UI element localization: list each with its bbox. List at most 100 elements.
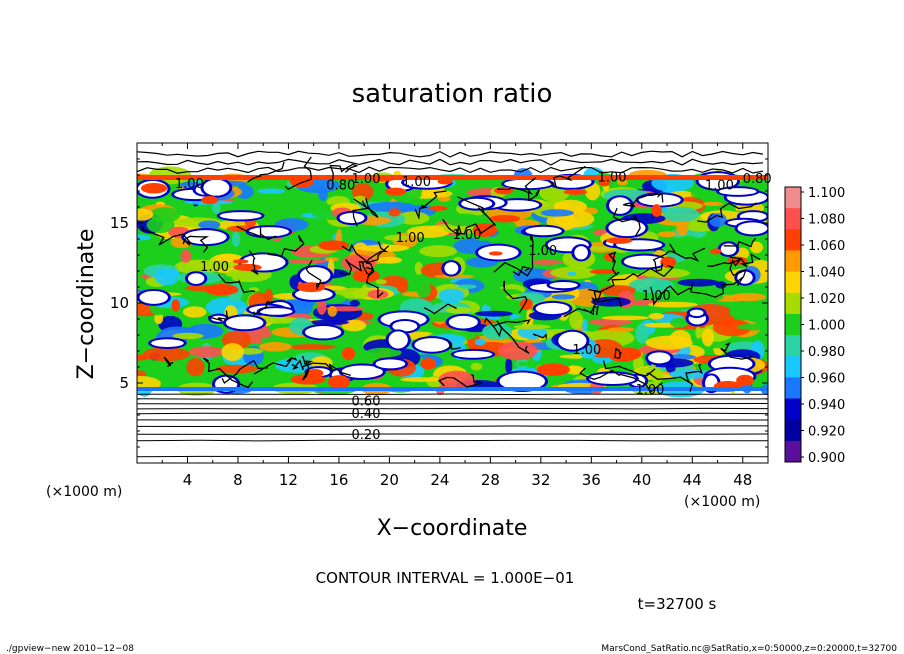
field-cell bbox=[221, 343, 244, 362]
field-cell bbox=[712, 319, 752, 337]
contour-line-mid bbox=[247, 161, 285, 183]
field-cell-white bbox=[638, 194, 681, 206]
contour-line-mid bbox=[583, 305, 599, 316]
field-cell bbox=[154, 312, 164, 325]
field-cell bbox=[137, 234, 152, 241]
field-cell-white bbox=[203, 179, 230, 196]
field-cell-white bbox=[375, 359, 406, 369]
contour-label: 1.00 bbox=[402, 175, 431, 190]
field-cell-high bbox=[589, 269, 618, 275]
contour-line-lower bbox=[137, 412, 768, 415]
field-cell-white bbox=[525, 226, 562, 236]
field-cell bbox=[349, 299, 360, 307]
time-label: t=32700 s bbox=[638, 595, 717, 613]
colorbar-label: 1.080 bbox=[808, 213, 845, 228]
field-cell bbox=[309, 319, 350, 326]
contour-line-mid bbox=[707, 253, 761, 268]
field-cell bbox=[146, 217, 175, 233]
field-cell bbox=[359, 244, 410, 252]
y-axis-ticks: 5 10 15 bbox=[110, 158, 768, 448]
colorbar-swatch bbox=[785, 187, 801, 209]
field-cell-white bbox=[461, 198, 493, 209]
contour-line-mid bbox=[443, 338, 461, 350]
field-cell-high bbox=[233, 263, 262, 271]
field-cell bbox=[187, 260, 237, 270]
contour-line-lower bbox=[137, 455, 768, 458]
plot-area: 1.00 0.801.00 1.00 1.001.00 0.801.00 1.001.00… bbox=[110, 142, 772, 489]
field-cell-white bbox=[648, 352, 671, 364]
contour-line-mid bbox=[248, 250, 259, 275]
contour-line-mid bbox=[632, 215, 641, 237]
x-tick-label: 16 bbox=[329, 471, 348, 489]
contour-line-mid bbox=[723, 237, 757, 248]
field-cell bbox=[172, 332, 204, 340]
contour-line-mid bbox=[483, 317, 530, 354]
contour-label: 1.00 bbox=[352, 172, 381, 187]
colorbar-label: 1.100 bbox=[808, 186, 845, 201]
field-top-edge bbox=[137, 175, 768, 180]
field-cell-high bbox=[204, 284, 239, 296]
contour-line-mid bbox=[414, 190, 447, 221]
colorbar-label: 1.040 bbox=[808, 266, 845, 281]
footer-left: ./gpview−new 2010−12−08 bbox=[6, 644, 134, 654]
field-cell bbox=[616, 178, 628, 186]
contour-line-mid bbox=[652, 243, 676, 273]
contour-line-mid bbox=[438, 374, 483, 388]
field-cell-white bbox=[448, 315, 478, 329]
field-cell-white bbox=[719, 188, 757, 195]
field-cell-white bbox=[499, 372, 546, 390]
contour-line-mid bbox=[341, 241, 389, 263]
field-cell-high bbox=[660, 256, 677, 268]
field-cell bbox=[648, 312, 664, 320]
contour-line-lower bbox=[137, 393, 768, 396]
colorbar-label: 1.020 bbox=[808, 292, 845, 307]
field-cell bbox=[310, 356, 333, 370]
field-cell bbox=[261, 337, 271, 344]
colorbar-swatch bbox=[785, 440, 801, 463]
contour-line-mid bbox=[182, 235, 210, 253]
field-cell bbox=[506, 260, 534, 265]
field-cell-high bbox=[489, 214, 521, 223]
contour-line-mid bbox=[720, 342, 754, 360]
field-cell bbox=[475, 310, 513, 317]
colorbar-swatch bbox=[785, 356, 801, 378]
field-cell bbox=[198, 220, 221, 230]
field-cell bbox=[709, 213, 727, 228]
colorbar-swatch bbox=[785, 271, 801, 294]
contour-line-mid bbox=[588, 264, 674, 293]
field-cell-high bbox=[736, 374, 754, 386]
contour-line-mid bbox=[527, 189, 540, 202]
contour-line-mid bbox=[202, 357, 254, 389]
field-cell-white bbox=[689, 309, 704, 317]
contour-label: 1.00 bbox=[200, 260, 229, 275]
contour-label: 1.00 bbox=[598, 170, 627, 185]
field-cell-white bbox=[558, 331, 587, 350]
field-cell-white bbox=[453, 350, 493, 358]
contour-line-mid bbox=[284, 156, 313, 190]
field-cell bbox=[142, 347, 191, 362]
contour-line-lower bbox=[137, 425, 768, 428]
field-bottom-edge bbox=[137, 387, 768, 391]
field-cell bbox=[670, 317, 689, 328]
field-cell bbox=[601, 315, 650, 321]
field-cell bbox=[438, 288, 465, 304]
contour-line-lower bbox=[137, 439, 768, 442]
contour-line-mid bbox=[607, 251, 620, 282]
contour-label: 1.00 bbox=[175, 177, 204, 192]
field-cell bbox=[137, 208, 154, 221]
x-tick-label: 44 bbox=[683, 471, 702, 489]
contour-label: 0.40 bbox=[352, 407, 381, 422]
field-cell bbox=[517, 361, 529, 367]
contour-interval: CONTOUR INTERVAL = 1.000E−01 bbox=[316, 569, 575, 587]
contour-line-mid bbox=[361, 261, 384, 299]
x-tick-label: 40 bbox=[632, 471, 651, 489]
field-cell bbox=[669, 329, 692, 347]
field-cell-white bbox=[219, 212, 262, 220]
contour-line-lower bbox=[137, 398, 768, 400]
x-tick-label: 20 bbox=[380, 471, 399, 489]
field-cell bbox=[551, 294, 576, 300]
field-cell-high bbox=[488, 251, 503, 256]
contour-line-mid bbox=[579, 367, 663, 393]
contour-line-mid bbox=[423, 303, 457, 315]
contour-line-upper bbox=[137, 150, 764, 158]
